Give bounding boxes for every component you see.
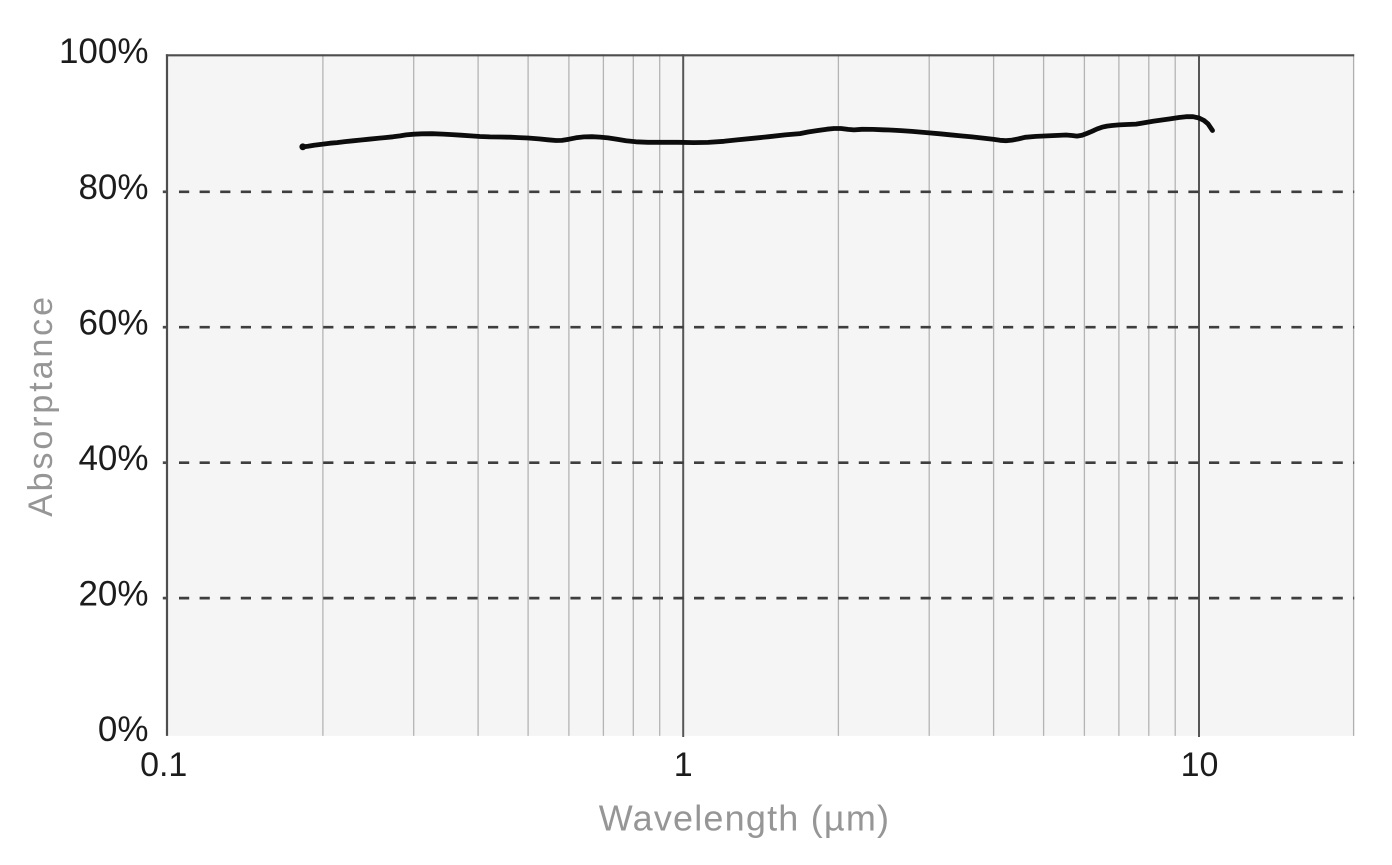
svg-text:Absorptance: Absorptance — [22, 294, 60, 517]
svg-text:1: 1 — [674, 746, 693, 784]
svg-text:80%: 80% — [78, 168, 148, 207]
svg-text:20%: 20% — [78, 574, 148, 613]
svg-text:60%: 60% — [78, 304, 148, 343]
svg-text:0.1: 0.1 — [140, 746, 187, 784]
svg-text:10: 10 — [1181, 746, 1219, 784]
svg-text:Wavelength (µm): Wavelength (µm) — [599, 798, 890, 839]
svg-text:40%: 40% — [78, 439, 148, 478]
svg-text:0%: 0% — [98, 710, 149, 749]
svg-text:100%: 100% — [59, 32, 149, 71]
